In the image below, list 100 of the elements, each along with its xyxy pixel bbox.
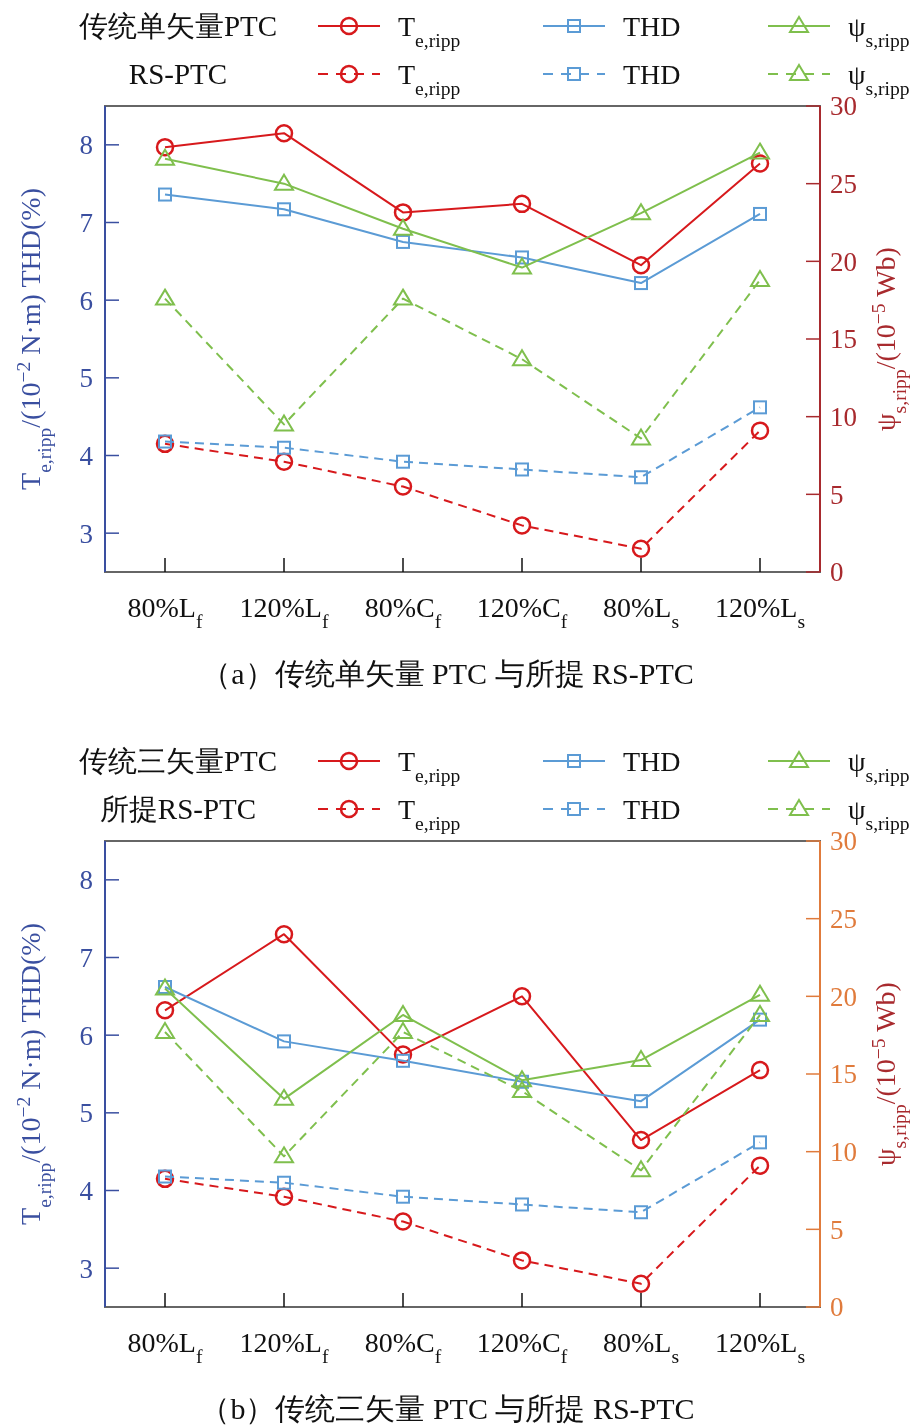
x-tick-label: 80%L$_{f}$	[127, 1327, 203, 1367]
text: 传统三矢量PTC	[78, 745, 278, 777]
point	[631, 1050, 651, 1068]
y-tick-label: 7	[79, 207, 93, 238]
point	[631, 1160, 651, 1178]
point	[277, 1175, 291, 1190]
point	[634, 276, 648, 291]
point	[155, 148, 175, 166]
point	[631, 539, 651, 558]
y-tick-label: 5	[79, 363, 93, 394]
point	[512, 349, 532, 367]
legend-label: THD	[623, 11, 681, 42]
point	[515, 462, 529, 477]
x-tick-label: 80%L$_{f}$	[127, 592, 203, 632]
point	[750, 154, 770, 173]
y-tick-label: 4	[79, 1175, 94, 1206]
y-tick-label: 5	[79, 1098, 93, 1129]
point	[634, 1205, 648, 1220]
point	[631, 1130, 651, 1150]
point	[750, 984, 770, 1002]
point	[393, 218, 413, 236]
y2-tick-label: 25	[830, 169, 857, 200]
legend-label: T$_{e,ripp}$	[398, 59, 461, 99]
legend-label: ψ$_{s,ripp}$	[848, 11, 910, 51]
point	[155, 288, 175, 306]
y2-tick-label: 10	[830, 402, 857, 433]
y-tick-label: 6	[79, 285, 93, 316]
legend-label: T$_{e,ripp}$	[398, 746, 461, 786]
x-tick-label: 80%L$_{s}$	[602, 592, 680, 632]
point	[512, 1070, 532, 1088]
text: 所提RS-PTC	[99, 793, 257, 825]
point	[631, 1274, 651, 1293]
point	[634, 470, 648, 485]
point	[631, 255, 651, 275]
y2-tick-label: 5	[830, 1214, 844, 1245]
text: RS-PTC	[128, 58, 228, 90]
y-tick-label: 8	[79, 130, 93, 161]
point	[155, 1001, 175, 1020]
point	[393, 1004, 413, 1022]
legend-label: THD	[623, 59, 681, 90]
y2-tick-label: 25	[830, 904, 857, 935]
y-tick-label: 4	[79, 440, 94, 471]
point	[274, 123, 294, 143]
x-tick-label: 80%C$_{f}$	[364, 1327, 442, 1367]
y2-tick-label: 30	[830, 91, 857, 122]
point	[393, 1212, 413, 1231]
text: （b）传统三矢量 PTC 与所提 RS-PTC	[200, 1392, 695, 1425]
point	[274, 1146, 294, 1164]
point	[274, 924, 294, 944]
point	[393, 288, 413, 306]
point	[631, 428, 651, 446]
y2-tick-label: 20	[830, 246, 857, 277]
point	[512, 194, 532, 214]
x-tick-label: 120%C$_{f}$	[476, 1327, 568, 1367]
y-tick-label: 3	[79, 518, 93, 549]
x-tick-label: 120%L$_{s}$	[714, 1327, 806, 1367]
point	[393, 477, 413, 496]
y2-tick-label: 10	[830, 1137, 857, 1168]
x-tick-label: 120%C$_{f}$	[476, 592, 568, 632]
legend-label: T$_{e,ripp}$	[398, 11, 461, 51]
y2-tick-label: 0	[830, 557, 844, 588]
point	[512, 257, 532, 275]
point	[274, 173, 294, 191]
point	[277, 440, 291, 455]
point	[393, 1022, 413, 1040]
point	[750, 421, 770, 440]
point	[274, 414, 294, 432]
legend-label: THD	[623, 794, 681, 825]
point	[155, 1022, 175, 1040]
point	[396, 1189, 410, 1204]
point	[277, 202, 291, 217]
point	[750, 142, 770, 160]
point	[634, 1094, 648, 1109]
point	[515, 250, 529, 265]
point	[515, 1197, 529, 1212]
point	[512, 1251, 532, 1270]
y-tick-label: 3	[79, 1253, 93, 1284]
y2-tick-label: 30	[830, 826, 857, 857]
y2-tick-label: 15	[830, 1059, 857, 1090]
x-tick-label: 120%L$_{s}$	[714, 592, 806, 632]
point	[750, 269, 770, 287]
point	[512, 987, 532, 1006]
y2-tick-label: 5	[830, 479, 844, 510]
y-tick-label: 8	[79, 865, 93, 896]
x-tick-label: 80%L$_{s}$	[602, 1327, 680, 1367]
legend-label: THD	[623, 746, 681, 777]
point	[512, 516, 532, 535]
point	[631, 203, 651, 221]
text: （a）传统单矢量 PTC 与所提 RS-PTC	[201, 657, 694, 690]
point	[396, 234, 410, 249]
point	[750, 1004, 770, 1022]
point	[396, 454, 410, 469]
x-tick-label: 120%L$_{f}$	[239, 1327, 329, 1367]
point	[750, 1060, 770, 1080]
point	[277, 1034, 291, 1049]
point	[274, 1088, 294, 1106]
point	[753, 206, 767, 221]
legend-label: ψ$_{s,ripp}$	[848, 746, 910, 786]
legend-label: T$_{e,ripp}$	[398, 794, 461, 834]
text: 传统单矢量PTC	[78, 10, 278, 42]
